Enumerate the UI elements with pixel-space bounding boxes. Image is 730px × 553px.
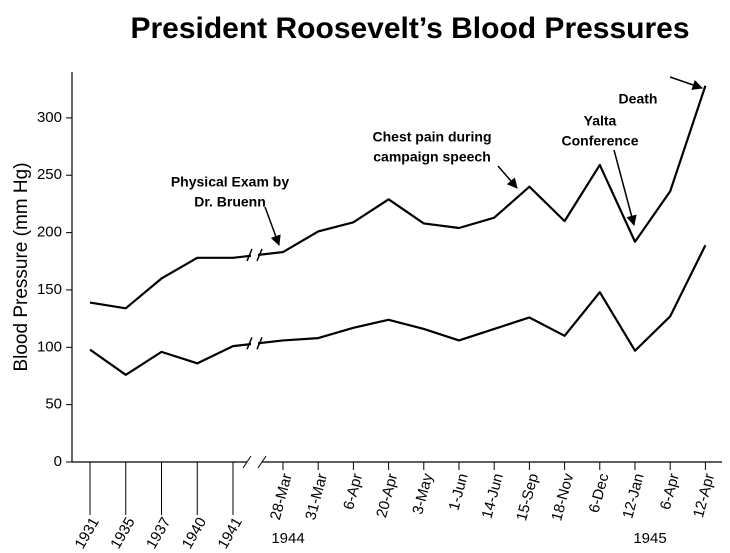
x-tick-label: 20-Apr (373, 472, 401, 520)
annotation: Chest pain during (373, 129, 492, 145)
x-tick-label: 15-Sep (513, 472, 542, 523)
y-tick-label: 300 (37, 109, 62, 126)
y-tick-label: 150 (37, 281, 62, 298)
line-break-gap (251, 244, 258, 265)
y-tick-label: 250 (37, 166, 62, 183)
x-tick-label: 6-Apr (340, 472, 366, 512)
arrow (669, 76, 703, 90)
axis-break (242, 455, 252, 469)
x-tick-label: 12-Jan (619, 472, 647, 521)
annotation: Dr. Bruenn (194, 194, 266, 210)
x-tick-label: 31-Mar (302, 472, 331, 522)
x-tick-label: 6-Dec (586, 471, 613, 515)
line-break (256, 336, 263, 350)
arrow (613, 149, 637, 227)
year-label: 1944 (271, 530, 304, 547)
axis-break (257, 455, 267, 469)
data-line (89, 85, 707, 310)
x-tick-label: 18-Nov (548, 471, 577, 523)
line-break (246, 248, 253, 262)
x-tick-label: 1931 (71, 514, 102, 551)
x-tick-label: 12-Apr (690, 472, 718, 520)
x-tick-label: 1937 (143, 514, 174, 551)
annotation: Death (619, 91, 658, 107)
line-break (256, 248, 263, 262)
y-tick-label: 50 (45, 396, 62, 413)
line-break-gap (251, 333, 258, 354)
arrow (497, 165, 518, 189)
annotation: campaign speech (373, 149, 491, 165)
year-label: 1945 (633, 530, 666, 547)
x-tick-label: 14-Jun (479, 472, 507, 521)
y-tick-label: 200 (37, 224, 62, 241)
x-tick-label: 28-Mar (267, 472, 296, 522)
y-tick-label: 100 (37, 338, 62, 355)
x-tick-label: 1941 (214, 514, 245, 551)
annotation: Conference (561, 133, 638, 149)
annotation: Yalta (584, 113, 617, 129)
x-tick-label: 6-Apr (657, 472, 683, 512)
x-tick-label: 3-May (409, 471, 436, 516)
annotations (264, 76, 703, 246)
data-line (89, 244, 707, 376)
y-axis-label: Blood Pressure (mm Hg) (11, 162, 32, 371)
x-tick-label: 1940 (179, 514, 210, 551)
x-tick-label: 1935 (107, 514, 138, 551)
arrow (264, 206, 281, 246)
line-break (246, 336, 253, 350)
chart-title: President Roosevelt’s Blood Pressures (130, 12, 689, 45)
annotation: Physical Exam by (171, 174, 290, 190)
x-tick-label: 1-Jun (446, 472, 472, 513)
y-tick-label: 0 (54, 453, 62, 470)
